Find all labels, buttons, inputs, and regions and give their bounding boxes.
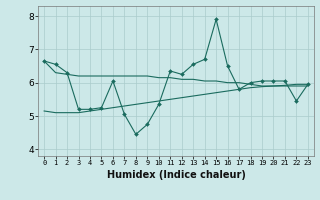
X-axis label: Humidex (Indice chaleur): Humidex (Indice chaleur) [107, 170, 245, 180]
